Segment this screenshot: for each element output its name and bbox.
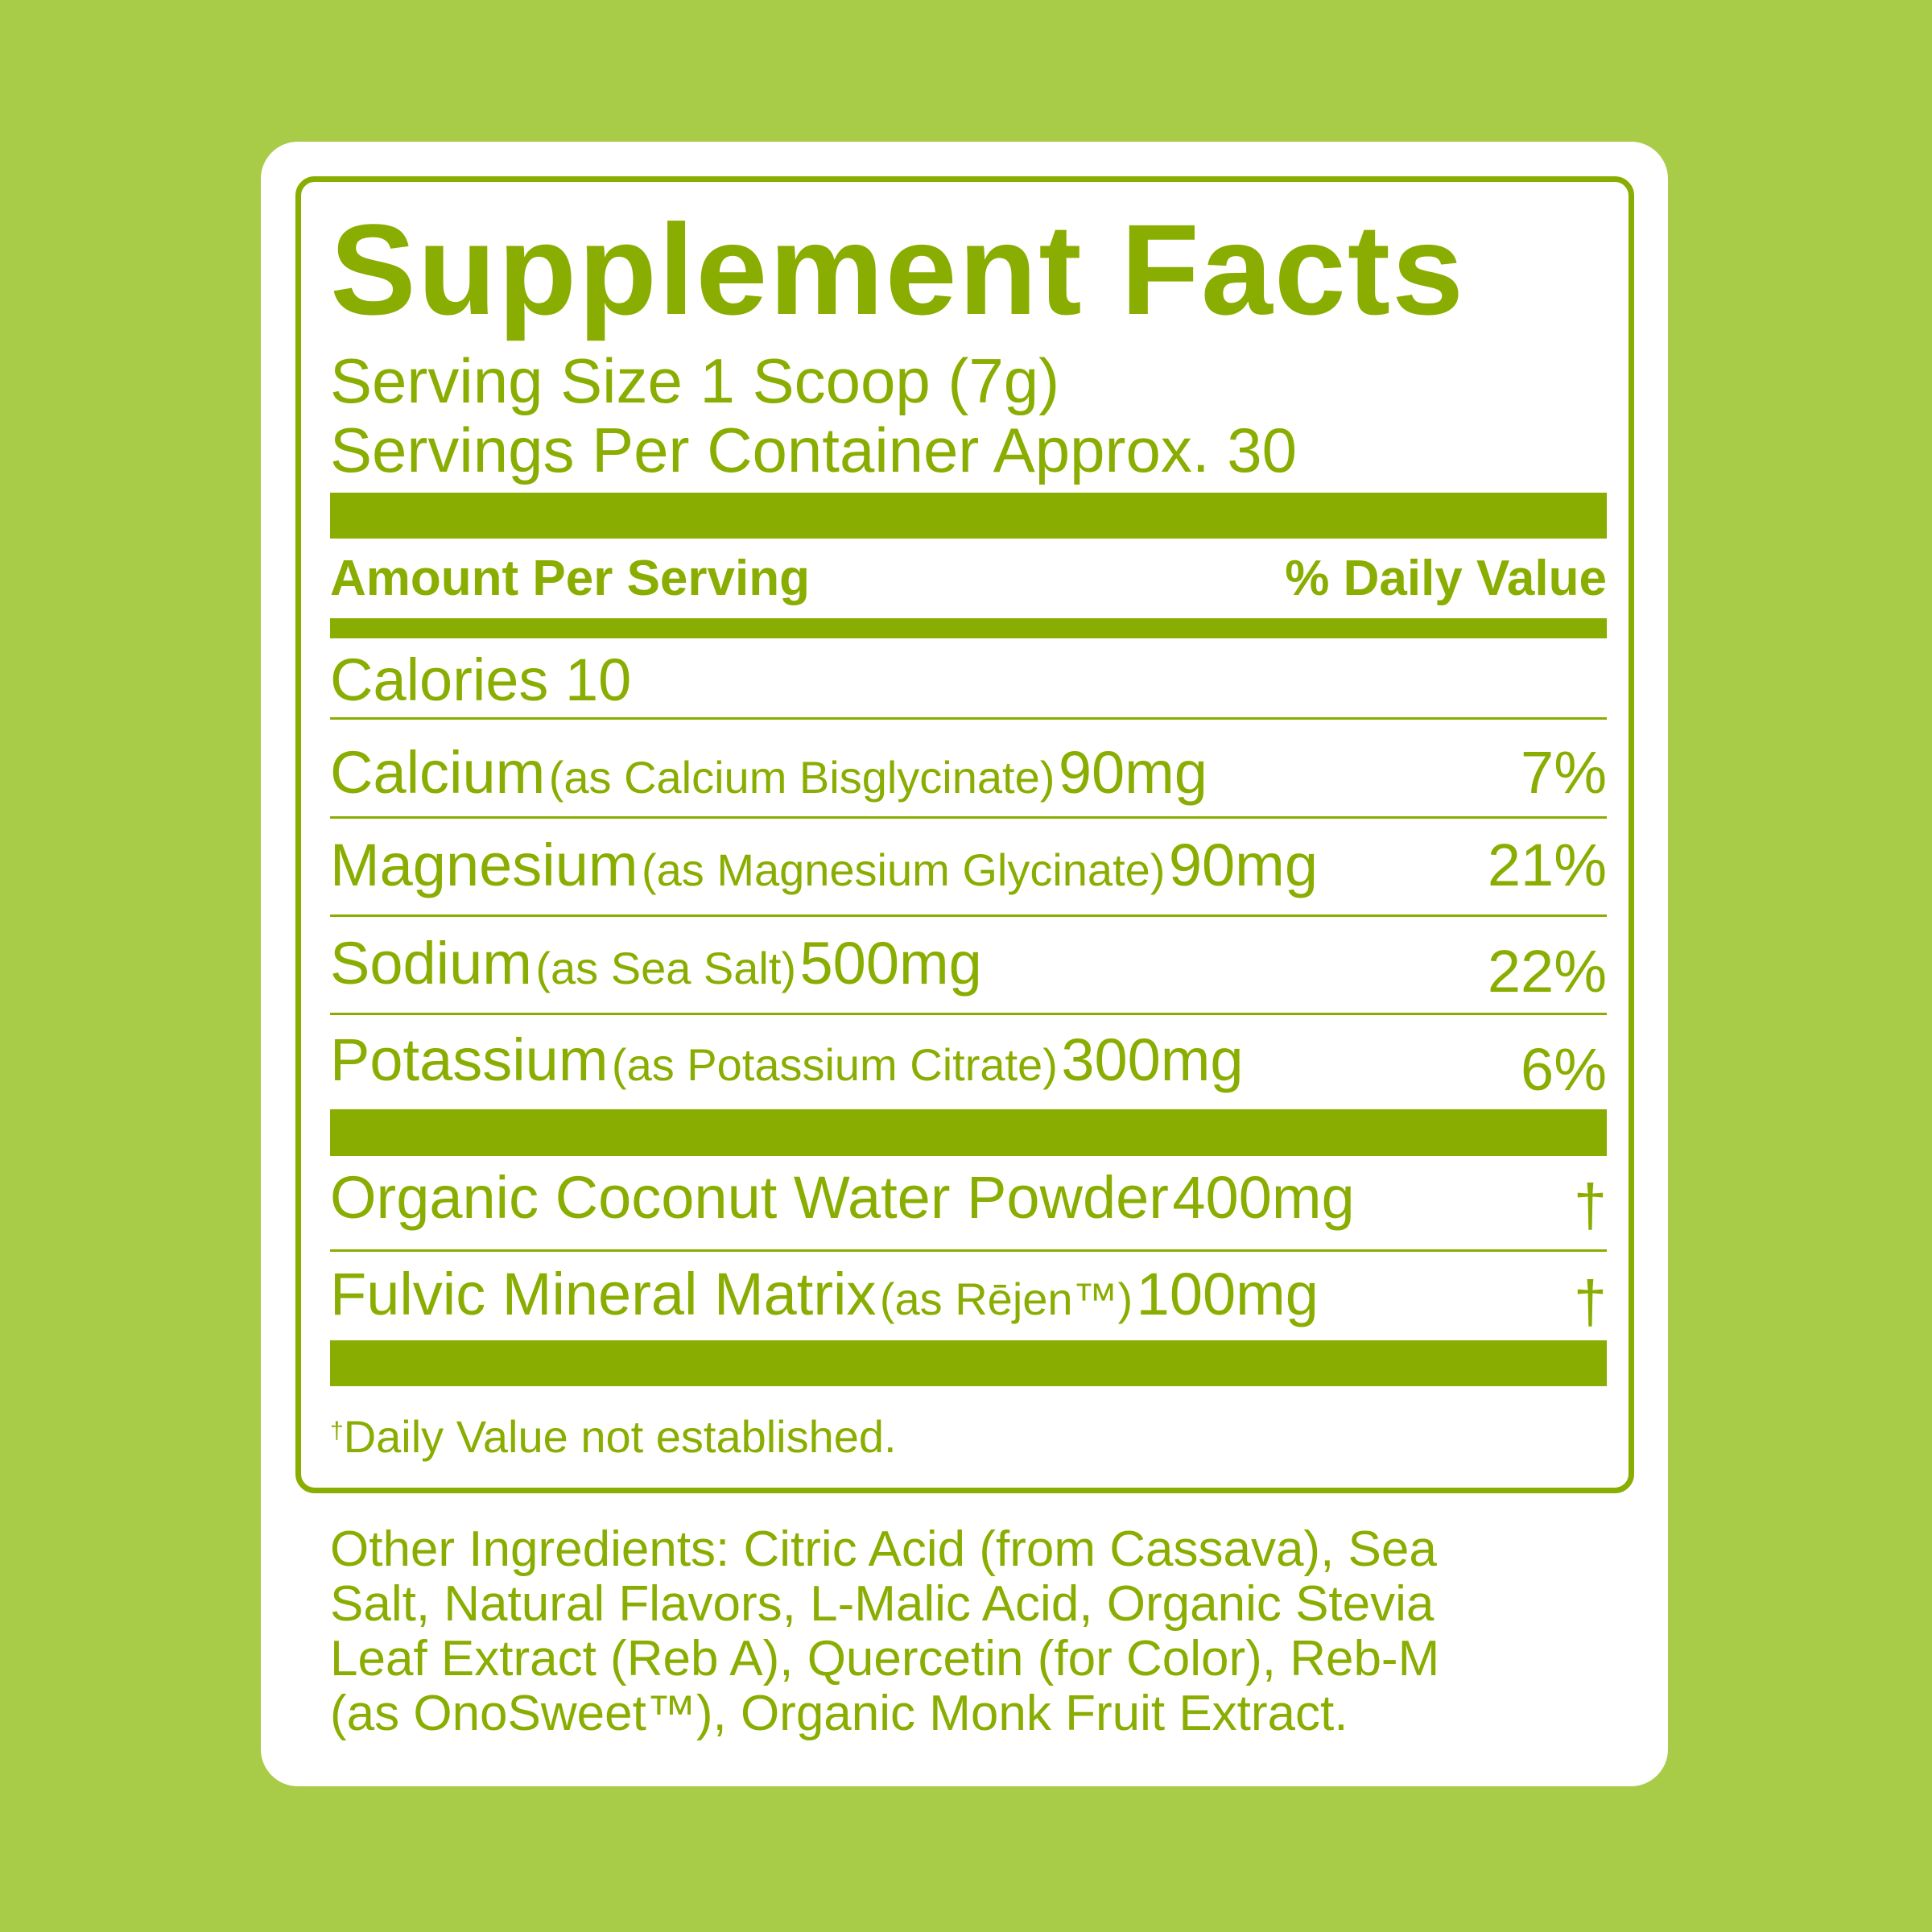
- other-ingredients-line: Other Ingredients: Citric Acid (from Cas…: [330, 1521, 1437, 1577]
- nutrient-name: Potassium: [330, 1026, 609, 1093]
- other-ingredients-line: Leaf Extract (Reb A), Quercetin (for Col…: [330, 1631, 1440, 1686]
- column-header: Amount Per Serving % Daily Value: [330, 554, 1607, 604]
- thick-divider: [330, 1340, 1607, 1386]
- nutrient-amount: 90mg: [1058, 739, 1208, 806]
- thick-divider: [330, 493, 1607, 539]
- label-card: [261, 142, 1668, 1786]
- supplement-facts-panel: [295, 176, 1634, 1493]
- nutrient-source: (as Magnesium Glycinate): [641, 844, 1166, 895]
- nutrient-source: (as Potassium Citrate): [611, 1039, 1058, 1090]
- nutrient-source: (as Rējen™): [879, 1274, 1133, 1324]
- nutrient-dv: 6%: [1521, 1036, 1607, 1103]
- nutrient-dv: 7%: [1521, 739, 1607, 806]
- medium-divider: [330, 618, 1607, 638]
- nutrient-source: (as Calcium Bisglycinate): [548, 752, 1055, 803]
- other-ingredients-line: Salt, Natural Flavors, L-Malic Acid, Org…: [330, 1576, 1435, 1632]
- nutrient-row-coconut-water: Organic Coconut Water Powder 400mg †: [330, 1168, 1607, 1236]
- nutrient-dv: 22%: [1487, 938, 1607, 1005]
- nutrient-amount: 300mg: [1061, 1026, 1244, 1093]
- nutrient-name: Fulvic Mineral Matrix: [330, 1261, 877, 1327]
- nutrient-amount: 90mg: [1168, 832, 1318, 898]
- dagger-mark: †: [1573, 1269, 1607, 1335]
- amount-per-serving-label: Amount Per Serving: [330, 551, 810, 606]
- servings-per-container: Servings Per Container Approx. 30: [330, 415, 1298, 485]
- serving-size: Serving Size 1 Scoop (7g): [330, 345, 1060, 416]
- row-divider: [330, 816, 1607, 819]
- thick-divider: [330, 1109, 1607, 1156]
- calories-row: Calories 10: [330, 650, 1607, 710]
- nutrient-name: Calcium: [330, 739, 546, 806]
- nutrient-source: (as Sea Salt): [535, 943, 797, 993]
- nutrient-row-fulvic: Fulvic Mineral Matrix (as Rējen™) 100mg …: [330, 1265, 1607, 1332]
- nutrient-amount: 500mg: [799, 930, 982, 997]
- panel-title: Supplement Facts: [330, 197, 1466, 341]
- nutrient-row-calcium: Calcium (as Calcium Bisglycinate) 90mg 7…: [330, 743, 1607, 803]
- nutrient-row-potassium: Potassium (as Potassium Citrate) 300mg 6…: [330, 1030, 1607, 1100]
- nutrient-amount: 100mg: [1136, 1261, 1319, 1327]
- footnote: †Daily Value not established.: [330, 1414, 897, 1459]
- nutrient-amount: 400mg: [1172, 1164, 1355, 1231]
- nutrient-name: Magnesium: [330, 832, 638, 898]
- row-divider: [330, 1013, 1607, 1015]
- calories: Calories 10: [330, 646, 632, 713]
- nutrient-dv: 21%: [1487, 832, 1607, 898]
- nutrient-row-sodium: Sodium (as Sea Salt) 500mg 22%: [330, 934, 1607, 1001]
- footnote-text: Daily Value not established.: [343, 1411, 897, 1462]
- row-divider: [330, 914, 1607, 917]
- dagger-mark: †: [1573, 1172, 1607, 1239]
- footnote-mark: †: [330, 1418, 344, 1444]
- nutrient-row-magnesium: Magnesium (as Magnesium Glycinate) 90mg …: [330, 836, 1607, 895]
- row-divider: [330, 1249, 1607, 1252]
- other-ingredients: Other Ingredients: Citric Acid (from Cas…: [330, 1522, 1439, 1741]
- other-ingredients-line: (as OnoSweet™), Organic Monk Fruit Extra…: [330, 1686, 1348, 1741]
- daily-value-label: % Daily Value: [1285, 551, 1607, 606]
- nutrient-name: Organic Coconut Water Powder: [330, 1164, 1169, 1231]
- row-divider: [330, 717, 1607, 720]
- nutrient-name: Sodium: [330, 930, 532, 997]
